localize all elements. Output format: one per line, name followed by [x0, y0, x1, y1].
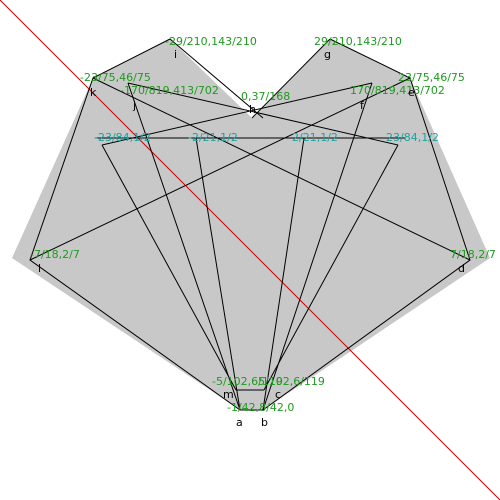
vertex-coordinate-labels: -29/210,143/210 29/210,143/210 -23/75,46… — [30, 35, 496, 414]
vertex-name-j: j — [132, 99, 136, 112]
coord-label-h: 0,37/168 — [241, 90, 290, 103]
coord-label-crossing-1: -23/84,1/2 — [94, 131, 151, 144]
edge-j-to-a — [127, 82, 241, 411]
vertex-name-i: i — [174, 48, 177, 61]
coord-label-k: -23/75,46/75 — [80, 71, 151, 84]
coord-label-i: -29/210,143/210 — [165, 35, 257, 48]
coord-label-m: -5/102,6/119 — [212, 375, 283, 388]
edge-outline-left — [29, 38, 241, 411]
coord-label-l: -7/18,2/7 — [30, 248, 80, 261]
coord-label-e: 23/75,46/75 — [398, 71, 465, 84]
vertex-name-k: k — [90, 86, 97, 99]
vertex-name-f: f — [360, 99, 365, 112]
coord-label-d: 7/18,2/7 — [450, 248, 496, 261]
coord-label-a: -1/42,8/42,0 — [227, 401, 294, 414]
coord-label-crossing-4: 23/84,1/2 — [386, 131, 439, 144]
vertex-name-d: d — [458, 262, 465, 275]
coord-label-j: -170/819,413/702 — [120, 84, 219, 97]
edge-inner-right-to-b — [262, 137, 305, 411]
edge-left-to-m — [101, 144, 237, 391]
edge-f-crossing — [101, 82, 373, 146]
vertex-name-l: l — [38, 262, 41, 275]
vertex-name-labels: i g k e j f h l d m c a b — [38, 48, 465, 429]
edge-e-l — [29, 77, 411, 261]
vertex-name-b: b — [261, 416, 268, 429]
edge-outline-right — [262, 38, 471, 411]
edge-right-to-c — [263, 144, 399, 391]
panel-base — [30, 145, 470, 410]
vertex-name-g: g — [324, 48, 331, 61]
edge-f-to-b — [262, 82, 373, 411]
coord-label-g: 29/210,143/210 — [314, 35, 402, 48]
coord-label-f: 170/819,413/702 — [350, 84, 445, 97]
edge-i-h — [169, 38, 264, 119]
vertex-name-e: e — [408, 86, 415, 99]
vertex-name-m: m — [223, 388, 234, 401]
edge-j-crossing — [127, 82, 399, 146]
coord-label-crossing-2: -2/21,1/2 — [188, 131, 238, 144]
edge-k-d — [92, 77, 471, 261]
vertex-name-h: h — [249, 103, 256, 116]
vertex-name-c: c — [275, 388, 281, 401]
edges — [29, 38, 471, 411]
coord-label-c: 5/102,6/119 — [258, 375, 325, 388]
edge-inner-left-to-a — [195, 137, 241, 411]
crossing-coordinate-labels: -23/84,1/2 -2/21,1/2 2/21,1/2 23/84,1/2 — [94, 131, 439, 144]
coord-label-crossing-3: 2/21,1/2 — [292, 131, 338, 144]
vertex-name-a: a — [236, 416, 243, 429]
edge-g-h — [251, 38, 331, 119]
